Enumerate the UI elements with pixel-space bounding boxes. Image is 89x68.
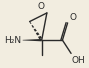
- Polygon shape: [36, 32, 40, 35]
- Polygon shape: [23, 39, 42, 41]
- Text: O: O: [69, 13, 76, 22]
- Polygon shape: [34, 29, 37, 32]
- Polygon shape: [29, 21, 32, 24]
- Polygon shape: [38, 36, 42, 39]
- Text: O: O: [37, 2, 44, 11]
- Text: H₂N: H₂N: [4, 35, 21, 45]
- Polygon shape: [32, 25, 34, 28]
- Text: OH: OH: [72, 56, 86, 65]
